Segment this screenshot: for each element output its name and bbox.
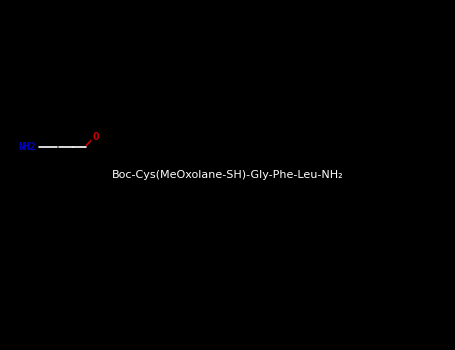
- Text: Boc-Cys(MeOxolane-SH)-Gly-Phe-Leu-NH₂: Boc-Cys(MeOxolane-SH)-Gly-Phe-Leu-NH₂: [111, 170, 344, 180]
- Text: O: O: [92, 132, 99, 141]
- Text: NH2: NH2: [19, 142, 36, 152]
